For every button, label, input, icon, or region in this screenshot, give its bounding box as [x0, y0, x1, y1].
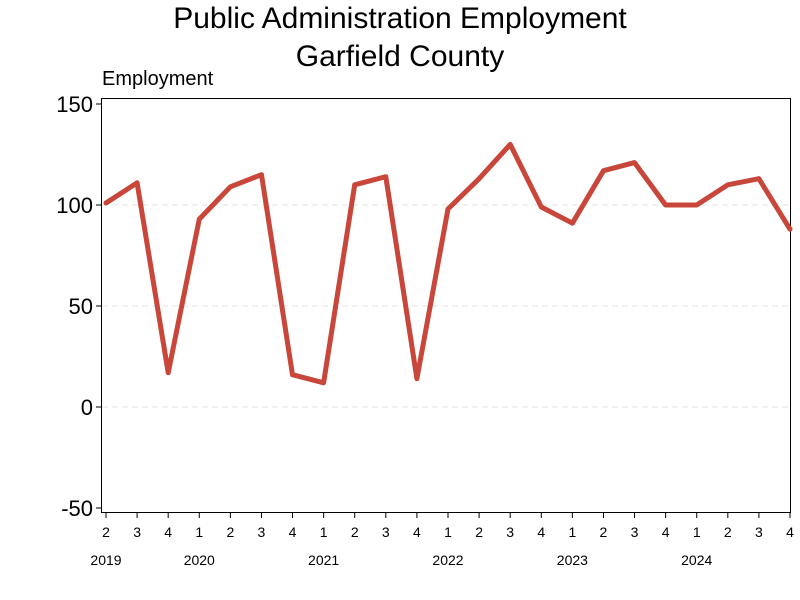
data-point [414, 376, 420, 381]
data-point [321, 380, 326, 385]
x-quarter-label: 1 [444, 524, 452, 540]
data-point [663, 202, 668, 208]
x-quarter-label: 2 [351, 524, 359, 540]
x-quarter-label: 4 [289, 524, 297, 540]
data-point [134, 180, 140, 185]
data-point [383, 174, 389, 179]
x-quarter-label: 4 [164, 524, 172, 540]
data-point [632, 160, 637, 165]
x-year-label: 2019 [90, 552, 121, 568]
x-quarter-label: 2 [226, 524, 234, 540]
x-quarter-label: 1 [568, 524, 576, 540]
x-quarter-label: 3 [506, 524, 514, 540]
x-year-label: 2022 [432, 552, 463, 568]
x-year-label: 2023 [557, 552, 588, 568]
y-tick-label: -50 [61, 496, 93, 521]
data-point [197, 216, 202, 222]
data-point [445, 206, 451, 212]
data-point [228, 184, 233, 190]
x-quarter-label: 4 [537, 524, 545, 540]
x-quarter-label: 1 [320, 524, 328, 540]
x-quarter-label: 4 [786, 524, 794, 540]
x-quarter-label: 3 [755, 524, 763, 540]
data-point [694, 202, 699, 208]
x-quarter-label: 1 [693, 524, 701, 540]
data-point [756, 176, 762, 181]
y-tick-label: 100 [56, 193, 93, 218]
x-quarter-label: 3 [258, 524, 266, 540]
data-point [507, 142, 513, 147]
y-axis-label: Employment [102, 68, 214, 90]
chart-subtitle: Garfield County [295, 40, 505, 73]
x-quarter-label: 2 [475, 524, 483, 540]
data-point [352, 182, 357, 187]
data-point [601, 168, 606, 173]
x-quarter-label: 3 [631, 524, 639, 540]
x-quarter-label: 4 [662, 524, 670, 540]
data-point [787, 227, 793, 232]
x-quarter-label: 2 [600, 524, 608, 540]
data-point [476, 176, 482, 181]
data-point [539, 204, 544, 210]
x-quarter-label: 2 [102, 524, 110, 540]
data-point [570, 220, 575, 226]
x-year-label: 2020 [184, 552, 215, 568]
chart-title: Public Administration Employment [173, 2, 627, 35]
data-point [165, 370, 171, 375]
data-point [259, 172, 264, 177]
y-tick-label: 150 [56, 92, 93, 117]
series-line [103, 141, 793, 386]
x-quarter-label: 3 [133, 524, 141, 540]
data-point [103, 200, 109, 206]
y-tick-label: 0 [81, 395, 93, 420]
x-year-label: 2021 [308, 552, 339, 568]
x-quarter-label: 1 [195, 524, 203, 540]
data-point [725, 182, 731, 187]
x-quarter-label: 4 [413, 524, 421, 540]
x-quarter-label: 2 [724, 524, 732, 540]
data-point [290, 372, 295, 377]
x-year-label: 2024 [681, 552, 712, 568]
x-quarter-label: 3 [382, 524, 390, 540]
y-tick-label: 50 [69, 294, 93, 319]
